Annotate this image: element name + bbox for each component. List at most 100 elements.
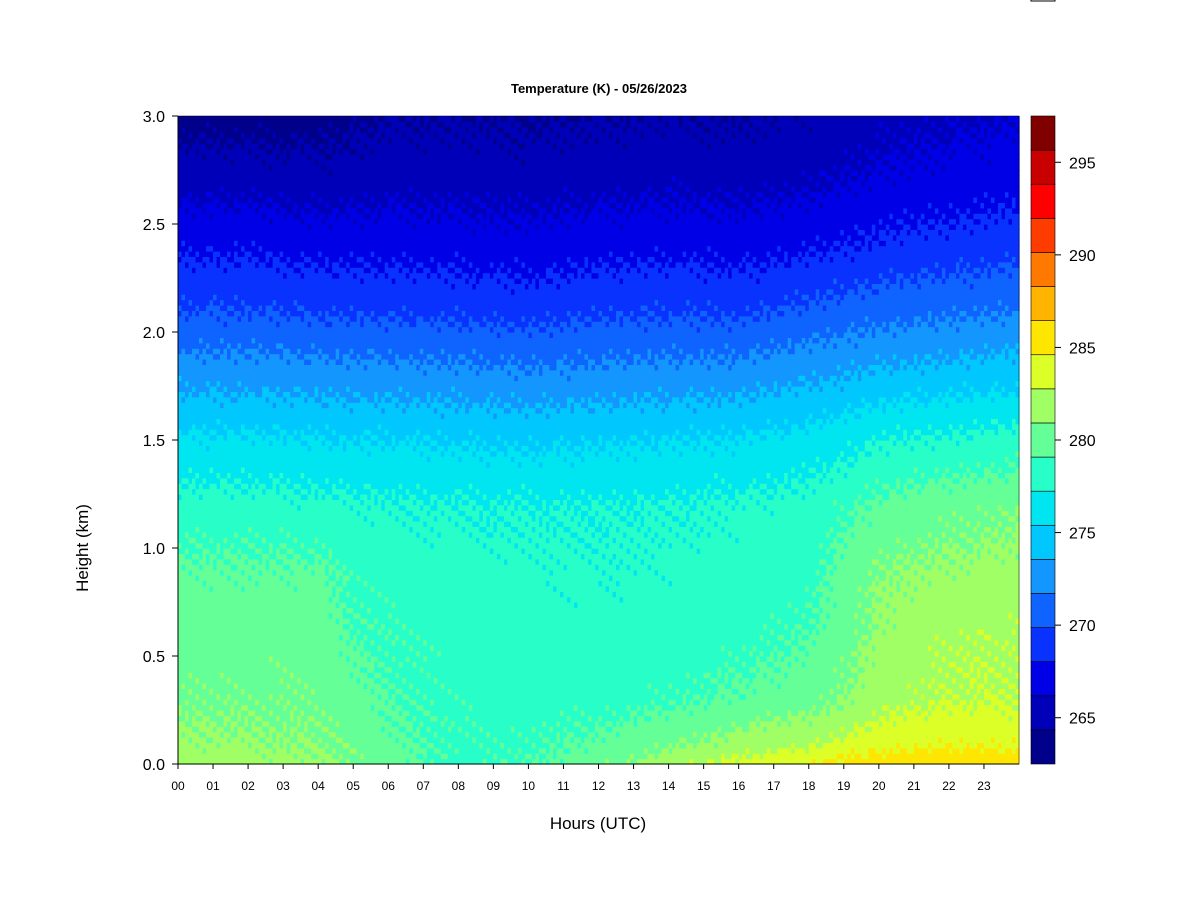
heatmap-cell — [213, 126, 218, 133]
heatmap-cell — [286, 569, 291, 576]
heatmap-cell — [178, 180, 183, 187]
heatmap-cell — [300, 143, 305, 149]
heatmap-cell — [244, 386, 249, 392]
heatmap-cell — [265, 575, 270, 581]
heatmap-cell — [286, 332, 291, 338]
heatmap-cell — [276, 207, 281, 214]
heatmap-cell — [318, 278, 323, 284]
heatmap-cell — [248, 499, 253, 506]
heatmap-cell — [283, 294, 288, 301]
heatmap-cell — [286, 429, 291, 436]
heatmap-cell — [248, 137, 253, 144]
heatmap-cell — [216, 666, 221, 673]
heatmap-cell — [290, 391, 295, 398]
heatmap-cell — [290, 715, 295, 722]
heatmap-cell — [188, 159, 193, 166]
heatmap-cell — [188, 148, 193, 155]
heatmap-cell — [188, 564, 193, 571]
heatmap-cell — [265, 229, 270, 236]
heatmap-cell — [321, 477, 326, 484]
heatmap-cell — [276, 575, 281, 581]
heatmap-cell — [206, 359, 211, 365]
heatmap-cell — [269, 504, 274, 511]
heatmap-cell — [307, 348, 312, 355]
heatmap-cell — [178, 288, 183, 295]
heatmap-cell — [251, 245, 256, 252]
heatmap-cell — [237, 542, 242, 549]
heatmap-cell — [300, 602, 305, 608]
heatmap-cell — [269, 191, 274, 198]
heatmap-cell — [314, 499, 319, 506]
heatmap-cell — [300, 148, 305, 155]
heatmap-cell — [202, 186, 207, 193]
heatmap-cell — [255, 305, 260, 311]
heatmap-cell — [255, 737, 260, 743]
heatmap-cell — [279, 758, 284, 765]
heatmap-cell — [237, 526, 242, 533]
heatmap-cell — [181, 429, 186, 436]
heatmap-cell — [216, 402, 221, 409]
heatmap-cell — [258, 726, 263, 733]
heatmap-cell — [213, 758, 218, 765]
heatmap-cell — [206, 337, 211, 344]
heatmap-cell — [185, 666, 190, 673]
heatmap-cell — [307, 537, 312, 544]
heatmap-cell — [192, 375, 197, 382]
heatmap-cell — [209, 359, 214, 365]
heatmap-cell — [195, 553, 200, 560]
heatmap-cell — [234, 607, 239, 614]
heatmap-cell — [213, 629, 218, 635]
heatmap-cell — [265, 326, 270, 333]
heatmap-cell — [318, 515, 323, 522]
heatmap-cell — [195, 683, 200, 689]
heatmap-cell — [283, 380, 288, 387]
heatmap-cell — [213, 742, 218, 749]
heatmap-cell — [199, 170, 204, 176]
heatmap-cell — [258, 526, 263, 533]
heatmap-cell — [251, 418, 256, 425]
heatmap-cell — [314, 537, 319, 544]
heatmap-cell — [195, 321, 200, 328]
heatmap-cell — [318, 494, 323, 500]
heatmap-cell — [192, 294, 197, 301]
heatmap-cell — [213, 456, 218, 463]
heatmap-cell — [181, 445, 186, 452]
heatmap-cell — [241, 380, 246, 387]
heatmap-cell — [318, 688, 323, 695]
heatmap-cell — [206, 321, 211, 328]
heatmap-cell — [265, 467, 270, 473]
heatmap-cell — [255, 461, 260, 468]
heatmap-cell — [223, 197, 228, 203]
heatmap-cell — [199, 207, 204, 214]
heatmap-cell — [220, 440, 225, 446]
heatmap-cell — [311, 170, 316, 176]
heatmap-cell — [178, 197, 183, 203]
heatmap-cell — [297, 207, 302, 214]
heatmap-cell — [209, 596, 214, 603]
heatmap-cell — [178, 402, 183, 409]
heatmap-cell — [262, 310, 267, 317]
heatmap-cell — [286, 170, 291, 176]
heatmap-cell — [195, 661, 200, 668]
heatmap-cell — [251, 661, 256, 668]
heatmap-cell — [262, 440, 267, 446]
heatmap-cell — [258, 575, 263, 581]
heatmap-cell — [241, 375, 246, 382]
heatmap-cell — [237, 153, 242, 160]
heatmap-cell — [195, 359, 200, 365]
heatmap-cell — [223, 137, 228, 144]
heatmap-cell — [202, 418, 207, 425]
heatmap-cell — [220, 116, 225, 122]
heatmap-cell — [185, 267, 190, 274]
heatmap-cell — [223, 207, 228, 214]
heatmap-cell — [248, 207, 253, 214]
heatmap-cell — [244, 688, 249, 695]
heatmap-cell — [181, 440, 186, 446]
heatmap-cell — [304, 450, 309, 457]
heatmap-cell — [311, 553, 316, 560]
heatmap-cell — [311, 564, 316, 571]
heatmap-cell — [188, 758, 193, 765]
heatmap-cell — [227, 391, 232, 398]
heatmap-cell — [290, 310, 295, 317]
heatmap-cell — [251, 434, 256, 441]
